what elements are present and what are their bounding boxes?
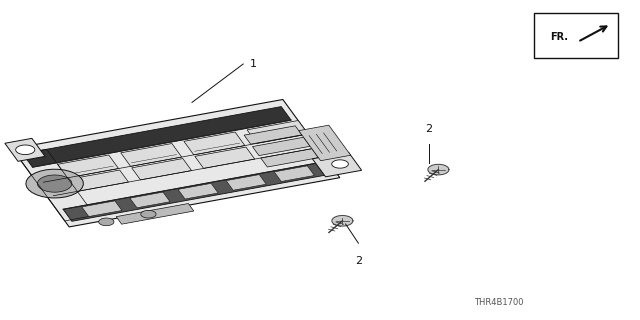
Polygon shape — [22, 107, 291, 167]
Polygon shape — [178, 183, 218, 199]
Polygon shape — [5, 138, 45, 161]
Polygon shape — [247, 121, 308, 143]
Text: FR.: FR. — [550, 32, 568, 43]
Text: 2: 2 — [355, 256, 362, 266]
Polygon shape — [121, 143, 182, 166]
Text: 2: 2 — [425, 124, 433, 134]
Polygon shape — [63, 162, 330, 221]
Polygon shape — [68, 170, 129, 191]
Polygon shape — [132, 158, 191, 180]
Polygon shape — [244, 126, 302, 144]
Text: THR4B1700: THR4B1700 — [474, 298, 524, 307]
Polygon shape — [226, 175, 266, 190]
Polygon shape — [332, 216, 353, 226]
Polygon shape — [37, 175, 72, 192]
Polygon shape — [332, 160, 348, 168]
Polygon shape — [312, 152, 362, 177]
Bar — [534, 13, 618, 58]
Polygon shape — [15, 145, 35, 155]
Polygon shape — [116, 204, 194, 224]
Polygon shape — [58, 155, 118, 178]
Polygon shape — [299, 125, 351, 161]
Polygon shape — [275, 166, 314, 181]
Polygon shape — [130, 192, 170, 208]
Polygon shape — [195, 147, 255, 168]
Polygon shape — [26, 169, 83, 198]
Polygon shape — [184, 132, 245, 155]
Polygon shape — [99, 218, 114, 226]
Polygon shape — [141, 210, 156, 218]
Polygon shape — [260, 149, 319, 167]
Polygon shape — [82, 201, 122, 217]
Polygon shape — [12, 100, 340, 227]
Text: 1: 1 — [250, 59, 257, 69]
Polygon shape — [252, 137, 310, 156]
Polygon shape — [428, 164, 449, 175]
